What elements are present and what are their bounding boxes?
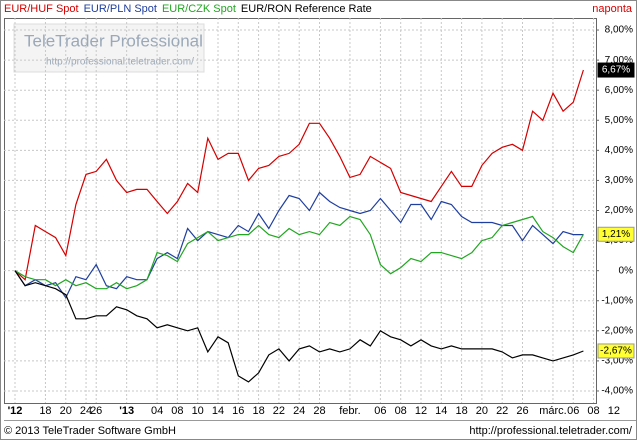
x-tick-label: 26: [516, 405, 528, 417]
frequency: naponta: [592, 3, 633, 15]
x-tick-label: 18: [252, 405, 264, 417]
y-tick-label: 5,00%: [605, 115, 633, 126]
end-label-text: 6,67%: [602, 65, 630, 76]
x-tick-label: márc.: [539, 405, 567, 417]
legend-label: EUR/CZK Spot: [162, 3, 236, 15]
x-tick-label: 24: [293, 405, 305, 417]
y-tick-label: 3,00%: [605, 175, 633, 186]
x-tick-label: '13: [119, 405, 134, 417]
end-label-box: [597, 226, 635, 242]
y-tick-label: -2,00%: [601, 325, 633, 336]
end-label-text: -2,67%: [600, 346, 632, 357]
x-tick-label: 10: [192, 405, 204, 417]
x-tick-label: 12: [608, 405, 620, 417]
x-tick-label: 06: [567, 405, 579, 417]
y-tick-label: -4,00%: [601, 386, 633, 397]
y-tick-label: -1,00%: [601, 295, 633, 306]
legend-label: EUR/RON Reference Rate: [241, 3, 372, 15]
y-tick-label: 0%: [619, 265, 634, 276]
x-tick-label: 06: [374, 405, 386, 417]
series-line: [14, 69, 584, 281]
legend-label: EUR/HUF Spot: [4, 3, 79, 15]
x-tick-label: '12: [8, 405, 23, 417]
y-tick-label: 7,00%: [605, 55, 633, 66]
end-label: -2,67%: [597, 343, 635, 359]
watermark-url: http://professional.teletrader.com/: [46, 57, 194, 68]
x-tick-label: 08: [587, 405, 599, 417]
series-line: [14, 215, 584, 290]
x-tick-label: 20: [60, 405, 72, 417]
end-label: 1,21%: [597, 226, 635, 242]
x-tick-label: 16: [232, 405, 244, 417]
x-tick-label: 18: [39, 405, 51, 417]
x-tick-label: 24: [80, 405, 92, 417]
y-tick-label: 8,00%: [605, 25, 633, 36]
x-tick-label: febr.: [339, 405, 360, 417]
x-tick-label: 22: [273, 405, 285, 417]
y-tick-label: 2,00%: [605, 205, 633, 216]
x-tick-label: 12: [415, 405, 427, 417]
end-label: 6,67%: [597, 62, 635, 78]
x-tick-label: 18: [455, 405, 467, 417]
x-tick-label: 28: [313, 405, 325, 417]
x-tick-label: 14: [435, 405, 447, 417]
x-tick-label: 22: [496, 405, 508, 417]
y-tick-label: 4,00%: [605, 145, 633, 156]
x-tick-label: 08: [395, 405, 407, 417]
x-tick-label: 20: [476, 405, 488, 417]
footer-copyright: © 2013 TeleTrader Software GmbH: [4, 425, 176, 437]
watermark-title: TeleTrader Professional: [24, 31, 203, 50]
footer-url: http://professional.teletrader.com/: [469, 425, 633, 437]
end-label-box: [597, 62, 635, 78]
x-tick-label: 04: [151, 405, 163, 417]
legend-label: EUR/PLN Spot: [84, 3, 157, 15]
x-tick-label: 14: [212, 405, 224, 417]
x-tick-label: 26: [90, 405, 102, 417]
y-tick-label: -3,00%: [601, 356, 633, 367]
end-label-text: 1,21%: [602, 229, 630, 240]
end-label-box: [597, 343, 635, 359]
series-line: [14, 270, 584, 383]
x-tick-label: 08: [171, 405, 183, 417]
y-tick-label: 6,00%: [605, 85, 633, 96]
